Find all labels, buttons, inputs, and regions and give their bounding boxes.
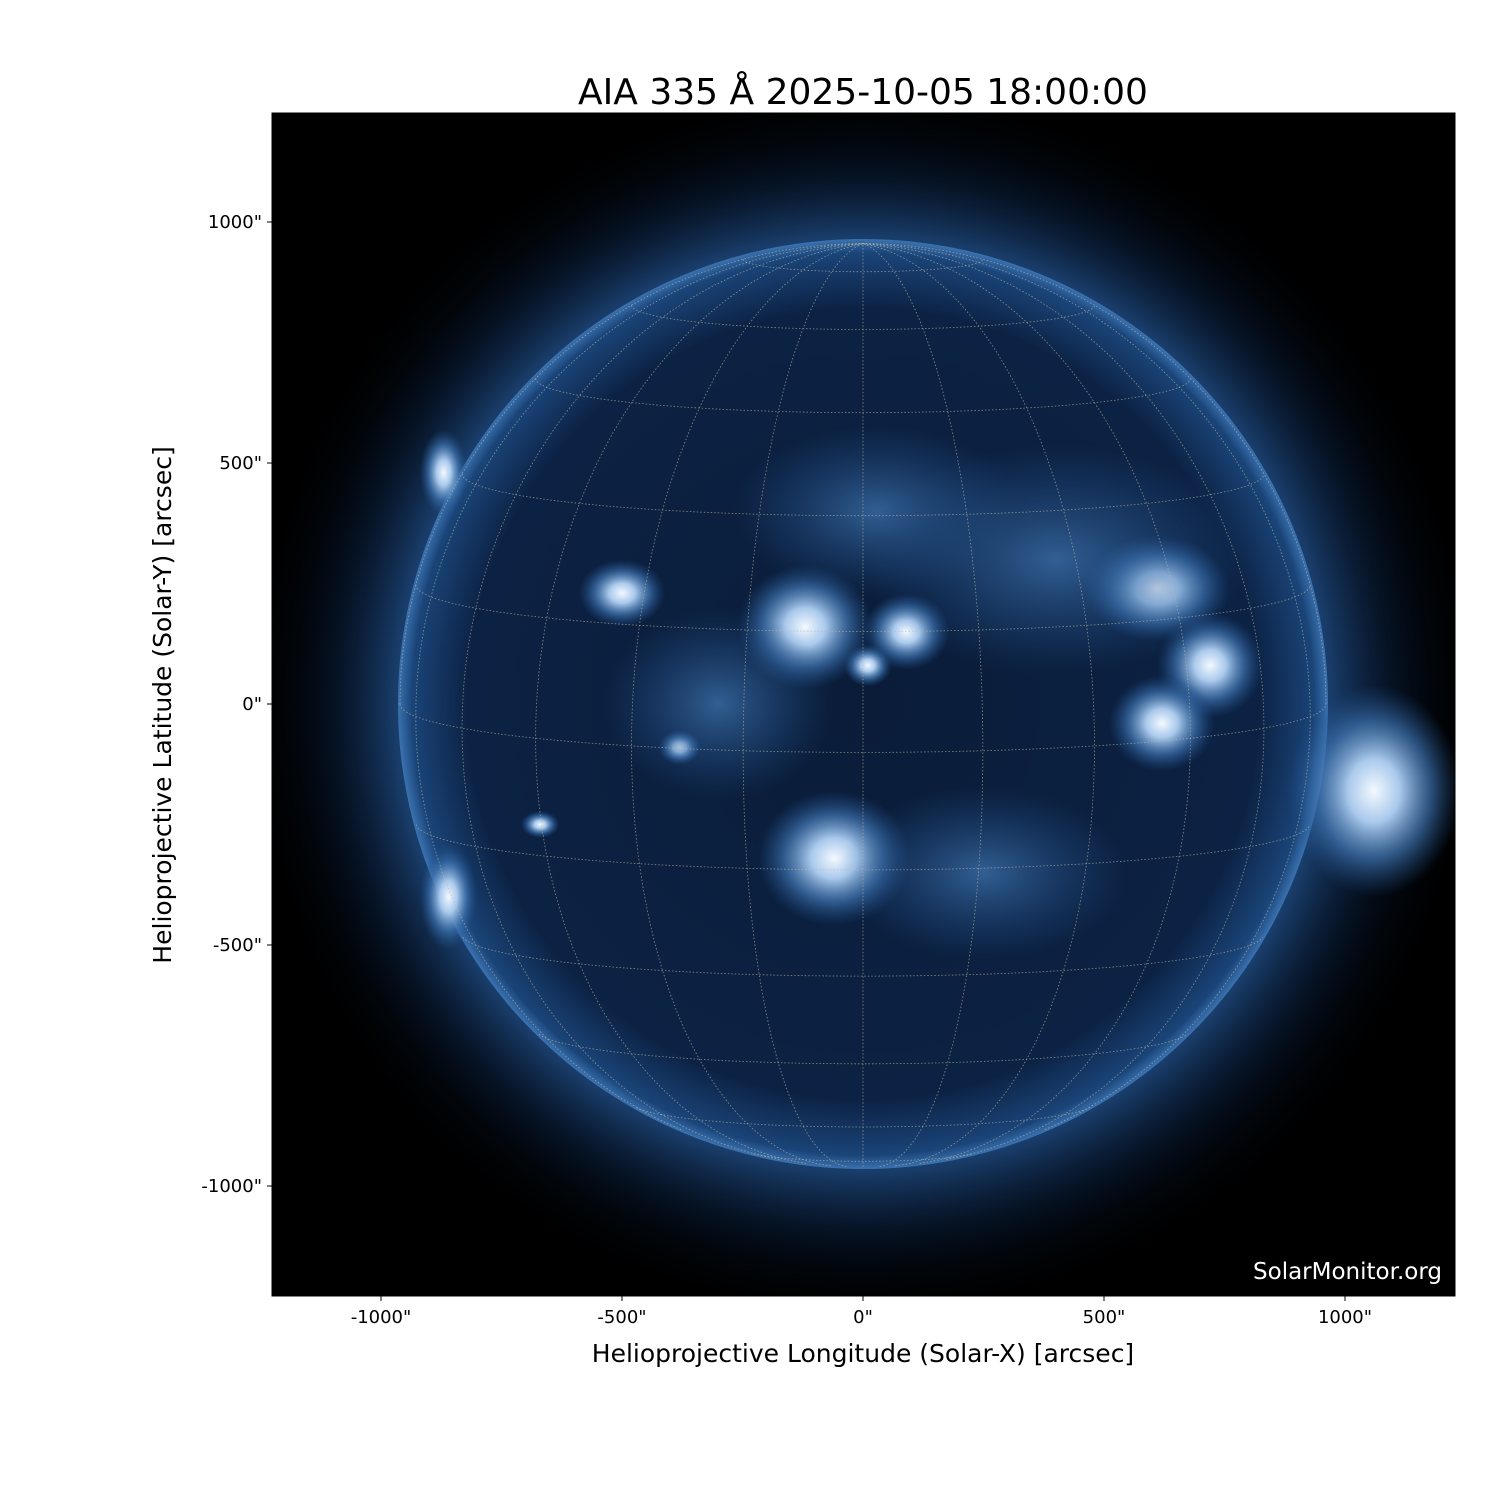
x-axis-label: Helioprojective Longitude (Solar-X) [arc…: [592, 1339, 1134, 1368]
active-region: [419, 843, 478, 950]
y-tick-label: 0": [242, 694, 262, 715]
grid-line: [862, 243, 1311, 1131]
grid-line: [862, 243, 984, 1167]
grid-line: [462, 936, 1264, 977]
grid-line: [631, 243, 864, 1167]
x-tick-label: 0": [853, 1307, 873, 1328]
y-tick-label: -1000": [201, 1176, 262, 1197]
grid-line: [461, 243, 864, 1160]
chart-title: AIA 335 Å 2025-10-05 18:00:00: [578, 70, 1148, 113]
grid-line: [535, 243, 864, 1164]
x-tick-label: 500": [1083, 1307, 1126, 1328]
grid-line: [461, 473, 1265, 517]
y-tick-label: 500": [219, 453, 262, 474]
heliographic-grid: [399, 243, 1327, 1167]
grid-line: [753, 1153, 973, 1162]
grid-line: [415, 584, 1311, 632]
grid-line: [636, 1107, 1090, 1128]
y-axis-ticks: -1000" -500" 0" 500" 1000": [201, 212, 272, 1197]
active-region: [1108, 675, 1215, 772]
grid-line: [415, 824, 1311, 871]
active-region: [838, 785, 1129, 960]
grid-line: [862, 243, 1095, 1167]
x-tick-label: 1000": [1318, 1307, 1372, 1328]
grid-line: [631, 305, 1095, 330]
grid-line: [742, 259, 984, 273]
active-region: [419, 429, 468, 517]
active-region: [1287, 684, 1455, 897]
grid-line: [862, 243, 1191, 1164]
active-region: [602, 607, 835, 801]
grid-line: [535, 378, 1191, 414]
grid-line: [862, 243, 1265, 1160]
y-tick-label: -500": [213, 935, 262, 956]
y-axis-label: Helioprojective Latitude (Solar-Y) [arcs…: [148, 446, 177, 963]
active-region: [863, 443, 1249, 676]
active-region: [578, 559, 666, 627]
x-tick-label: -500": [597, 1307, 646, 1328]
active-region: [843, 644, 892, 687]
active-regions: [419, 424, 1455, 960]
y-tick-label: 1000": [208, 212, 262, 233]
active-region: [520, 811, 560, 838]
watermark: SolarMonitor.org: [1253, 1259, 1442, 1285]
plot-area: [272, 113, 1455, 1296]
x-axis-ticks: -1000" -500" 0" 500" 1000": [351, 1296, 1372, 1328]
grid-line: [415, 243, 864, 1131]
grid-line: [742, 243, 864, 1167]
x-tick-label: -1000": [351, 1307, 412, 1328]
